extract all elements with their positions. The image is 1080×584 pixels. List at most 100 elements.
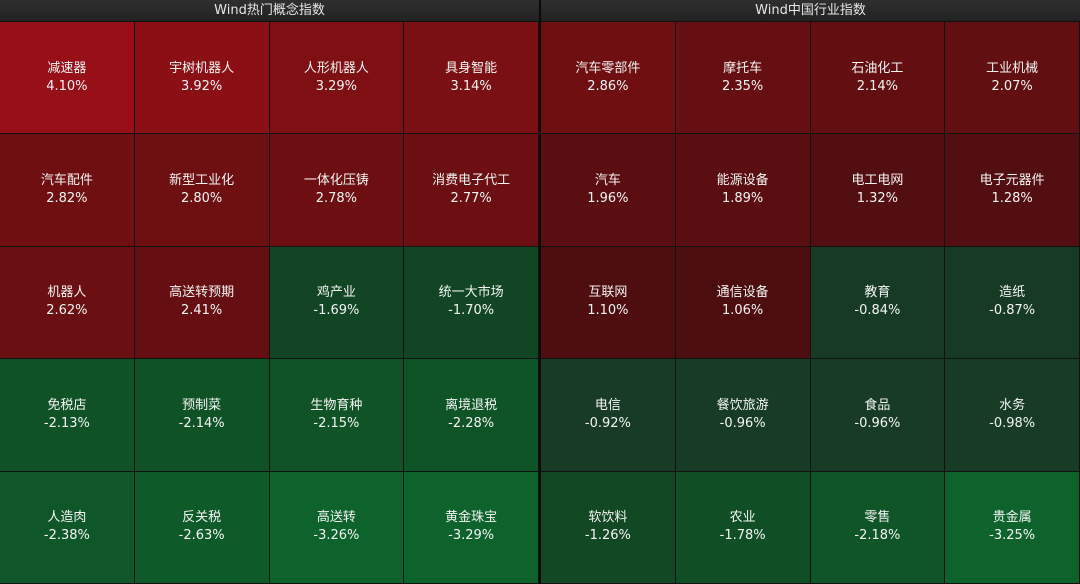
index-tile-name: 电子元器件 (979, 173, 1045, 189)
index-tile-change: 1.96% (587, 191, 629, 207)
index-tile-change: -1.26% (584, 528, 631, 544)
index-tile[interactable]: 石油化工 2.14% (810, 22, 946, 135)
index-tile[interactable]: 统一大市场 -1.70% (404, 246, 539, 360)
index-tile[interactable]: 造纸 -0.87% (945, 246, 1080, 360)
index-tile-name: 机器人 (47, 285, 87, 301)
index-tile-name: 食品 (864, 397, 891, 413)
index-tile-change: 2.78% (315, 191, 358, 207)
index-tile-change: 3.92% (180, 78, 223, 94)
index-tile-change: 2.82% (46, 191, 88, 207)
index-tile[interactable]: 消费电子代工 2.77% (404, 134, 539, 247)
index-tile-change: 1.32% (856, 191, 899, 207)
index-tile-change: 2.77% (450, 191, 492, 207)
index-tile-name: 离境退税 (445, 397, 498, 413)
index-tile[interactable]: 互联网 1.10% (541, 246, 676, 360)
index-tile-change: 2.14% (856, 78, 899, 94)
index-tile[interactable]: 教育 -0.84% (810, 246, 946, 360)
index-tile-name: 通信设备 (716, 285, 769, 301)
index-tile-change: -0.98% (989, 415, 1036, 431)
index-tile[interactable]: 餐饮旅游 -0.96% (675, 359, 811, 472)
index-tile[interactable]: 汽车 1.96% (541, 134, 676, 247)
industry-index-grid: 汽车零部件 2.86% 摩托车 2.35% 石油化工 2.14% 工业机械 2.07% 汽车 1.… (541, 22, 1080, 584)
index-tile-change: 3.29% (315, 78, 358, 94)
index-tile[interactable]: 高送转预期 2.41% (134, 246, 270, 360)
index-tile[interactable]: 食品 -0.96% (810, 359, 946, 472)
index-tile[interactable]: 工业机械 2.07% (945, 22, 1080, 135)
index-tile[interactable]: 软饮料 -1.26% (541, 471, 676, 584)
index-tile[interactable]: 水务 -0.98% (945, 359, 1080, 472)
index-tile[interactable]: 反关税 -2.63% (134, 471, 270, 584)
index-tile[interactable]: 免税店 -2.13% (0, 359, 135, 472)
index-tile-name: 鸡产业 (316, 285, 356, 301)
index-tile-change: 1.89% (721, 191, 764, 207)
index-tile-name: 零售 (864, 510, 891, 526)
index-tile-change: 4.10% (46, 78, 88, 94)
index-tile-change: -2.15% (313, 415, 360, 431)
index-tile[interactable]: 人造肉 -2.38% (0, 471, 135, 584)
index-tile-name: 高送转预期 (169, 285, 235, 301)
index-tile-name: 教育 (864, 285, 891, 301)
index-tile[interactable]: 减速器 4.10% (0, 22, 135, 135)
index-tile-change: 1.28% (991, 191, 1033, 207)
index-tile-change: -2.63% (178, 528, 225, 544)
index-tile[interactable]: 新型工业化 2.80% (134, 134, 270, 247)
index-tile[interactable]: 高送转 -3.26% (269, 471, 405, 584)
index-tile[interactable]: 汽车配件 2.82% (0, 134, 135, 247)
index-tile[interactable]: 宇树机器人 3.92% (134, 22, 270, 135)
index-tile-change: -2.13% (43, 415, 90, 431)
index-tile-name: 餐饮旅游 (716, 397, 769, 413)
index-tile[interactable]: 通信设备 1.06% (675, 246, 811, 360)
index-tile-change: 2.86% (587, 78, 629, 94)
index-tile[interactable]: 鸡产业 -1.69% (269, 246, 405, 360)
index-tile-name: 能源设备 (716, 173, 769, 189)
index-tile[interactable]: 一体化压铸 2.78% (269, 134, 405, 247)
index-tile-name: 具身智能 (445, 60, 498, 76)
index-tile-name: 农业 (729, 510, 756, 526)
index-tile-name: 生物育种 (310, 397, 363, 413)
index-tile-change: -2.18% (854, 528, 901, 544)
index-tile-name: 互联网 (588, 285, 628, 301)
index-tile-name: 免税店 (47, 397, 87, 413)
index-tile-name: 摩托车 (723, 60, 763, 76)
index-tile-name: 高送转 (316, 510, 356, 526)
index-tile[interactable]: 贵金属 -3.25% (945, 471, 1080, 584)
index-tile[interactable]: 具身智能 3.14% (404, 22, 539, 135)
index-tile[interactable]: 能源设备 1.89% (675, 134, 811, 247)
index-tile[interactable]: 农业 -1.78% (675, 471, 811, 584)
index-tile[interactable]: 摩托车 2.35% (675, 22, 811, 135)
index-tile[interactable]: 零售 -2.18% (810, 471, 946, 584)
index-tile[interactable]: 电工电网 1.32% (810, 134, 946, 247)
index-tile-name: 人形机器人 (303, 60, 369, 76)
index-tile[interactable]: 电子元器件 1.28% (945, 134, 1080, 247)
index-tile-change: -1.78% (719, 528, 766, 544)
index-tile-change: 2.62% (46, 303, 88, 319)
index-tile[interactable]: 预制菜 -2.14% (134, 359, 270, 472)
index-tile-name: 水务 (999, 397, 1026, 413)
index-tile-name: 预制菜 (182, 397, 222, 413)
index-tile-name: 软饮料 (588, 510, 628, 526)
index-tile-change: -2.38% (43, 528, 90, 544)
index-tile[interactable]: 电信 -0.92% (541, 359, 676, 472)
index-tile-name: 汽车零部件 (575, 60, 641, 76)
index-tile-name: 石油化工 (851, 60, 904, 76)
index-tile-name: 黄金珠宝 (445, 510, 498, 526)
index-tile-name: 消费电子代工 (432, 173, 511, 189)
index-tile[interactable]: 离境退税 -2.28% (404, 359, 539, 472)
index-tile-name: 电信 (594, 397, 621, 413)
index-tile-name: 反关税 (182, 510, 222, 526)
index-tile-change: 1.10% (587, 303, 629, 319)
index-tile[interactable]: 机器人 2.62% (0, 246, 135, 360)
index-tile-name: 工业机械 (986, 60, 1039, 76)
index-tile-change: -0.84% (854, 303, 901, 319)
index-tile-change: -0.87% (989, 303, 1036, 319)
index-tile[interactable]: 生物育种 -2.15% (269, 359, 405, 472)
index-tile-change: -3.29% (448, 528, 495, 544)
index-tile[interactable]: 黄金珠宝 -3.29% (404, 471, 539, 584)
index-tile-name: 一体化压铸 (303, 173, 369, 189)
index-tile-name: 造纸 (999, 285, 1026, 301)
index-tile-change: -0.96% (719, 415, 766, 431)
index-tile[interactable]: 汽车零部件 2.86% (541, 22, 676, 135)
index-tile-name: 汽车 (594, 173, 621, 189)
index-tile[interactable]: 人形机器人 3.29% (269, 22, 405, 135)
